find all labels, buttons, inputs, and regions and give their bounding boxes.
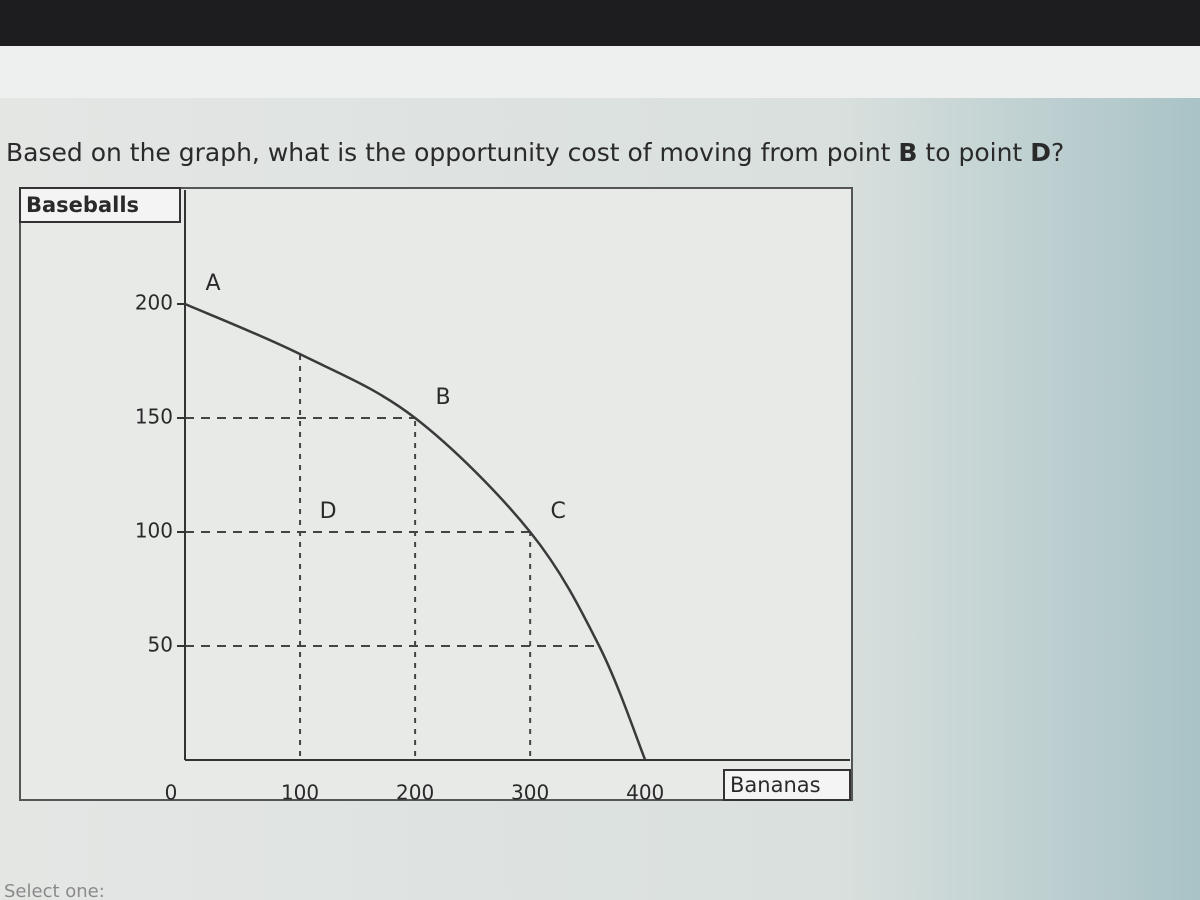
question-point: B	[898, 138, 917, 167]
x-tick-label: 0	[165, 781, 178, 805]
x-label-box	[723, 769, 851, 801]
question-point: D	[1030, 138, 1051, 167]
y-tick-label: 50	[148, 633, 173, 657]
y-label-box	[19, 187, 181, 223]
plot: 50 100 150 200 0 100 200 300 400 A B C D	[135, 190, 850, 805]
y-tick-label: 100	[135, 519, 173, 543]
point-label: B	[436, 385, 451, 410]
x-tick-label: 100	[281, 781, 319, 805]
header-strip	[0, 46, 1200, 98]
point-label: C	[550, 499, 565, 524]
question-text: ?	[1051, 138, 1064, 167]
x-tick-label: 300	[511, 781, 549, 805]
point-label: A	[205, 271, 220, 296]
y-tick-label: 200	[135, 291, 173, 315]
footer-text: Select one:	[4, 881, 105, 900]
top-bar	[0, 0, 1200, 46]
chart-frame	[19, 187, 853, 801]
question-text: to point	[917, 138, 1030, 167]
x-axis-label: Bananas	[730, 773, 821, 797]
question-text: Based on the graph, what is the opportun…	[6, 138, 898, 167]
ppf-curve	[184, 302, 647, 761]
x-tick-label: 400	[626, 781, 664, 805]
y-axis-label: Baseballs	[26, 193, 139, 217]
question: Based on the graph, what is the opportun…	[6, 138, 1064, 167]
grid	[185, 304, 646, 760]
x-tick-label: 200	[396, 781, 434, 805]
point-label: D	[320, 499, 337, 524]
y-tick-label: 150	[135, 405, 173, 429]
